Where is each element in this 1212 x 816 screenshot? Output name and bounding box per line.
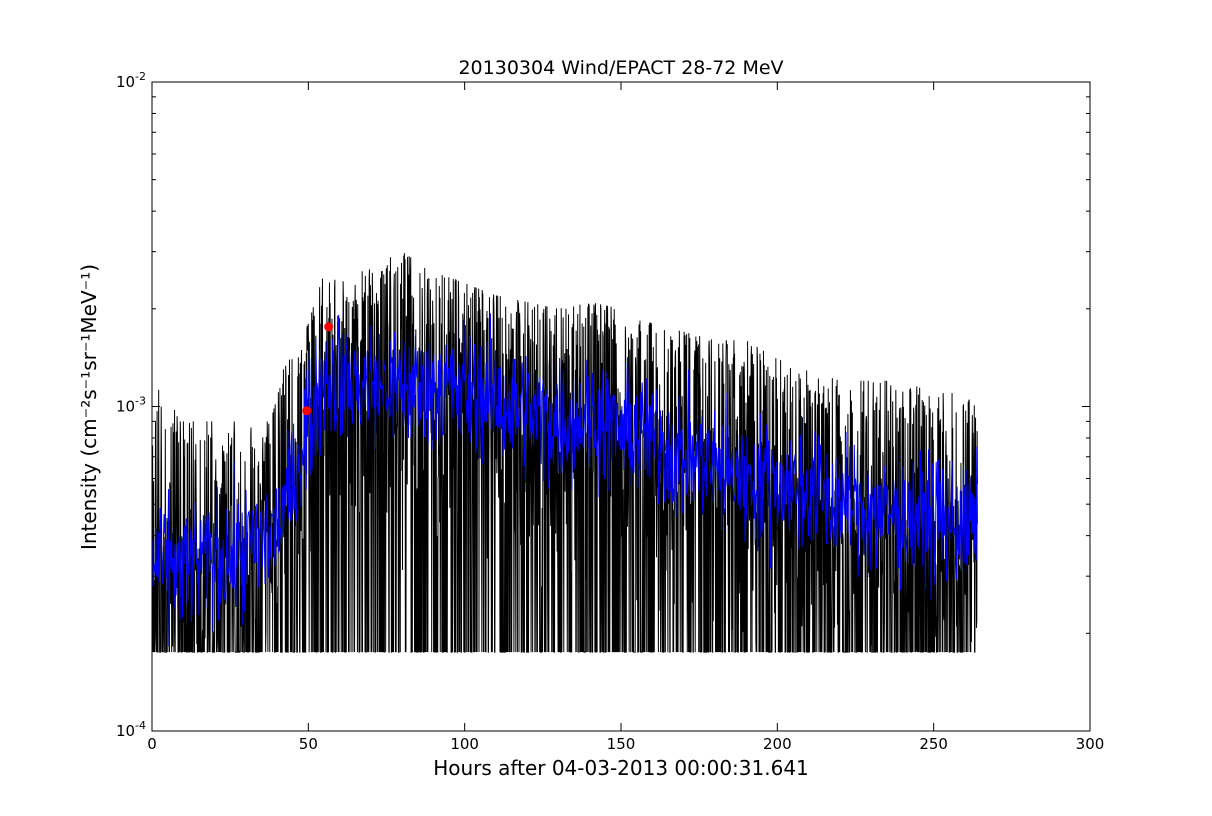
marker-layer bbox=[302, 322, 334, 416]
x-tick-label: 300 bbox=[1076, 735, 1105, 753]
x-tick-label: 100 bbox=[450, 735, 479, 753]
series-layer bbox=[151, 253, 978, 653]
x-axis-label: Hours after 04-03-2013 00:00:31.641 bbox=[433, 756, 809, 780]
x-tick-label: 200 bbox=[763, 735, 792, 753]
y-tick-label: 10-4 bbox=[116, 719, 146, 740]
chart-title: 20130304 Wind/EPACT 28-72 MeV bbox=[458, 57, 783, 79]
x-tick-label: 250 bbox=[919, 735, 948, 753]
x-tick-label: 50 bbox=[299, 735, 318, 753]
marker-point bbox=[302, 406, 312, 416]
y-tick-label: 10-3 bbox=[116, 395, 146, 416]
tick-layer: 0 50 100 150 200 250 300 10-4 10-3 10-2 bbox=[116, 70, 1104, 753]
raw-intensity-line bbox=[151, 253, 978, 653]
marker-point bbox=[324, 322, 334, 332]
y-tick-label: 10-2 bbox=[116, 70, 146, 91]
smoothed-intensity-line bbox=[151, 313, 978, 647]
plot-frame bbox=[151, 81, 1091, 732]
y-axis-label: Intensity (cm⁻²s⁻¹sr⁻¹MeV⁻¹) bbox=[77, 264, 101, 550]
x-tick-label: 0 bbox=[147, 735, 157, 753]
x-tick-label: 150 bbox=[607, 735, 636, 753]
